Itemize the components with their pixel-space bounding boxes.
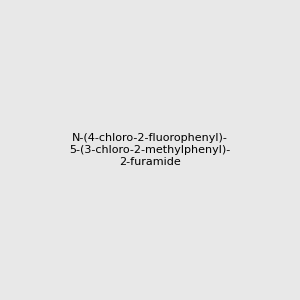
Text: N-(4-chloro-2-fluorophenyl)-
5-(3-chloro-2-methylphenyl)-
2-furamide: N-(4-chloro-2-fluorophenyl)- 5-(3-chloro… <box>69 134 231 166</box>
